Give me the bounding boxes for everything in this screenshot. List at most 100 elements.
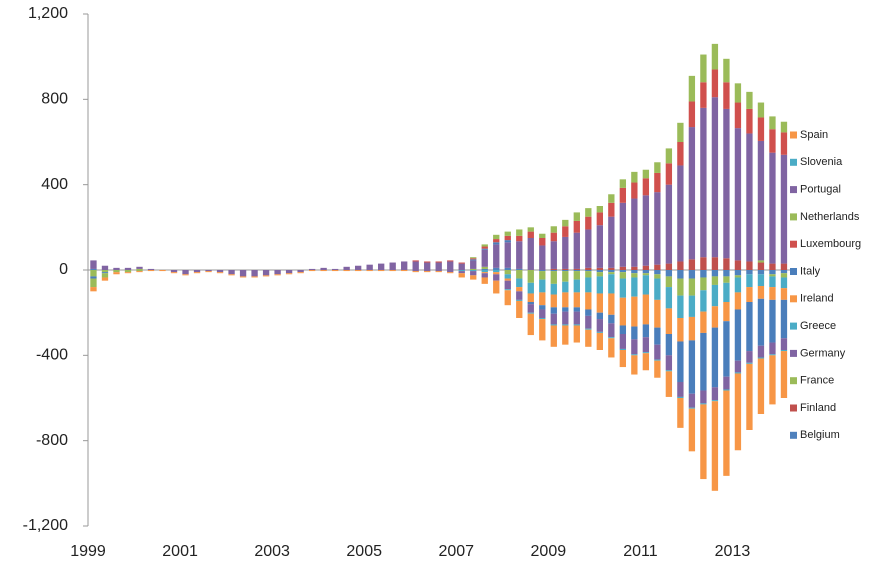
bar-segment: [585, 328, 592, 330]
bar-segment: [470, 271, 477, 276]
bar-segment: [389, 270, 396, 272]
legend-label: Belgium: [800, 429, 840, 441]
bar-segment: [677, 341, 684, 382]
bar-segment: [412, 261, 419, 270]
bar-segment: [562, 281, 569, 293]
bar-segment: [562, 219, 569, 227]
bar-segment: [550, 313, 557, 325]
bar-segment: [723, 376, 730, 390]
bar-segment: [619, 325, 627, 334]
bar-segment: [447, 260, 454, 262]
legend-label: Spain: [800, 129, 828, 141]
bar-segment: [677, 261, 684, 270]
bar-segment: [631, 273, 638, 278]
bar-segment: [677, 396, 684, 398]
bar-segment: [665, 148, 673, 164]
bar-segment: [631, 326, 638, 340]
legend-label: Luxembourg: [800, 238, 861, 250]
bar-segment: [573, 325, 580, 343]
bar-segment: [136, 271, 143, 273]
bar-segment: [596, 293, 603, 313]
bar-segment: [585, 270, 592, 272]
bar-segment: [550, 270, 557, 272]
bar-segment: [550, 268, 557, 270]
bar-segment: [113, 270, 120, 273]
bar-segment: [562, 270, 569, 272]
bar-segment: [573, 292, 580, 308]
legend-swatch: [790, 377, 797, 385]
bar-segment: [550, 307, 557, 314]
bar-segment: [90, 260, 97, 269]
bar-segment: [608, 267, 615, 270]
bar-segment: [665, 263, 673, 270]
bar-segment: [596, 225, 603, 268]
bar-segment: [665, 308, 673, 334]
bar-segment: [458, 271, 465, 274]
bar-segment: [193, 270, 201, 273]
bar-segment: [654, 274, 661, 279]
bar-segment: [596, 206, 603, 213]
bar-segment: [734, 360, 742, 373]
bar-segment: [757, 262, 765, 270]
legend-swatch: [790, 268, 797, 275]
bar-segment: [619, 266, 627, 270]
bar-segment: [723, 282, 730, 302]
bar-segment: [654, 162, 661, 173]
bar-segment: [677, 278, 684, 296]
bar-segment: [723, 276, 730, 283]
bar-segment: [688, 75, 696, 102]
bar-segment: [401, 270, 408, 272]
bar-segment: [527, 302, 534, 305]
bar-segment: [378, 263, 385, 270]
bar-segment: [734, 309, 742, 361]
bar-segment: [596, 332, 603, 350]
bar-segment: [700, 82, 707, 108]
bar-segment: [734, 292, 742, 310]
bar-segment: [700, 54, 707, 83]
bar-segment: [470, 258, 477, 260]
bar-segment: [481, 277, 488, 284]
bar-segment: [757, 140, 765, 261]
bar-segment: [619, 187, 627, 203]
bar-segment: [631, 182, 638, 199]
bar-segment: [516, 287, 523, 292]
bar-segment: [711, 400, 719, 402]
bar-segment: [700, 277, 707, 291]
bar-segment: [481, 273, 488, 278]
bar-segment: [757, 102, 765, 118]
bar-segment: [516, 229, 523, 236]
bar-segment: [677, 122, 684, 142]
bar-segment: [654, 270, 661, 275]
bar-segment: [596, 312, 603, 320]
bar-segment: [665, 287, 673, 309]
bar-segment: [308, 270, 316, 272]
bar-segment: [527, 270, 534, 283]
bar-segment: [493, 267, 500, 270]
bar-segment: [734, 275, 742, 278]
bar-segment: [780, 270, 788, 274]
bar-segment: [147, 268, 155, 270]
bar-segment: [262, 275, 270, 277]
bar-segment: [608, 216, 615, 268]
bar-segment: [354, 265, 362, 270]
bar-segment: [700, 311, 707, 333]
bar-segment: [631, 171, 638, 183]
bar-segment: [493, 272, 500, 275]
legend-swatch: [790, 213, 797, 221]
bar-segment: [527, 312, 534, 314]
bar-segment: [585, 208, 592, 217]
bar-segment: [285, 273, 293, 275]
bar-segment: [516, 268, 523, 270]
bar-segment: [124, 272, 132, 274]
bar-segment: [504, 235, 511, 241]
bar-segment: [631, 198, 638, 267]
y-tick-label: -1,200: [23, 517, 68, 534]
bar-segment: [723, 58, 730, 83]
bar-segment: [769, 354, 776, 356]
bar-segment: [539, 292, 546, 306]
y-tick-label: 1,200: [28, 5, 68, 22]
bar-segment: [101, 270, 109, 273]
bar-segment: [585, 267, 592, 270]
bar-segment: [780, 351, 788, 398]
bar-segment: [769, 263, 776, 270]
